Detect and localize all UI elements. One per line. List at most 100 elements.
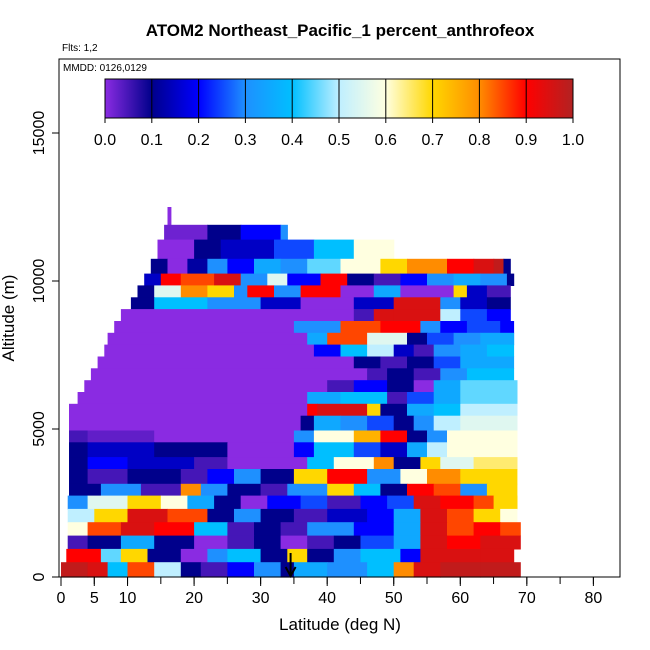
heat-cell <box>440 297 461 310</box>
heat-cell <box>460 380 518 393</box>
y-tick-label: 10000 <box>31 259 48 304</box>
heat-cell <box>353 380 388 393</box>
heat-cell <box>460 392 518 405</box>
heat-cell <box>300 297 355 310</box>
heat-cell <box>367 368 388 381</box>
heat-cell <box>440 562 481 578</box>
heat-cell <box>500 321 515 334</box>
heat-cell <box>433 344 461 357</box>
heat-cell <box>340 344 368 357</box>
heat-cell <box>367 344 395 357</box>
heat-cell <box>427 273 455 286</box>
heat-cell <box>353 522 395 537</box>
heat-cell <box>227 548 262 563</box>
heat-cell <box>440 321 468 334</box>
heat-cell <box>373 309 395 322</box>
heat-cell <box>327 332 368 346</box>
heat-cell <box>367 508 395 523</box>
heat-cell <box>427 430 448 443</box>
heat-cell <box>307 332 328 346</box>
heat-cell <box>407 403 435 417</box>
heat-cell <box>260 469 295 485</box>
x-tick-label: 80 <box>584 590 602 607</box>
heat-cell <box>440 495 475 510</box>
heat-cell <box>413 562 441 578</box>
heat-cell <box>313 442 355 458</box>
heat-cell <box>387 392 408 405</box>
heat-cell <box>473 457 518 470</box>
heat-cell <box>254 562 282 578</box>
heat-cell <box>327 483 355 497</box>
heat-cell <box>227 562 255 578</box>
heat-cell <box>180 483 202 497</box>
heat-cell <box>400 469 428 485</box>
heat-cell <box>280 522 308 537</box>
heat-cell <box>393 535 421 550</box>
heat-cell <box>67 508 95 523</box>
heat-cell <box>300 415 315 432</box>
heat-cell <box>340 392 388 405</box>
arrow-head <box>284 566 297 579</box>
heat-cell <box>486 309 511 322</box>
heat-cell <box>227 483 262 497</box>
heat-cell <box>164 224 208 241</box>
heat-cell <box>486 344 515 357</box>
heat-cell <box>127 508 168 523</box>
heat-cell <box>407 483 435 497</box>
heat-cell <box>460 344 488 357</box>
heat-cell <box>353 483 381 497</box>
heat-cell <box>407 442 428 458</box>
heat-cell <box>353 297 395 310</box>
heat-cell <box>307 258 342 275</box>
heat-cell <box>127 457 195 470</box>
heat-cell <box>87 562 109 578</box>
heat-cell <box>154 522 195 537</box>
heat-cell <box>413 344 435 357</box>
heat-cell <box>486 469 518 485</box>
heat-cell <box>77 392 308 405</box>
colorbar-tick-label: 0.9 <box>515 132 537 149</box>
heat-cell <box>307 403 318 417</box>
heat-cell <box>127 562 155 578</box>
heat-cell <box>393 457 421 470</box>
heat-cell <box>313 430 355 443</box>
heat-cell <box>440 368 468 381</box>
heat-cell <box>407 258 448 275</box>
heat-cell <box>61 562 89 578</box>
heat-cell <box>74 548 102 563</box>
heat-cell <box>327 380 355 393</box>
heat-cell <box>413 415 435 432</box>
heat-cell <box>220 239 275 260</box>
heat-cell <box>503 258 511 275</box>
heat-cell <box>87 457 129 470</box>
heat-cell <box>180 273 215 286</box>
heat-cell <box>500 522 521 537</box>
heat-cell <box>466 285 488 298</box>
heat-cell <box>84 380 328 393</box>
heat-cell <box>413 380 435 393</box>
heat-cell <box>393 508 421 523</box>
heat-cell <box>460 469 488 485</box>
heat-cell <box>240 273 268 286</box>
heat-cell <box>167 207 172 226</box>
heat-cell <box>367 415 395 432</box>
heat-cell <box>433 415 461 432</box>
heat-cell <box>420 548 448 563</box>
heat-cell <box>427 469 461 485</box>
heat-cell <box>460 356 515 369</box>
heat-cell <box>460 415 518 432</box>
heat-cell <box>413 368 441 381</box>
heat-cell <box>480 332 515 346</box>
heat-cell <box>87 522 122 537</box>
x-tick-label: 30 <box>252 590 270 607</box>
heat-cell <box>207 508 235 523</box>
heat-cell <box>473 495 495 510</box>
heat-cell <box>267 273 288 286</box>
heat-cell <box>127 469 182 485</box>
heat-cell <box>254 258 282 275</box>
heat-cell <box>154 562 182 578</box>
heat-cell <box>393 297 441 310</box>
heat-cell <box>387 495 415 510</box>
heat-cell <box>200 483 228 497</box>
heat-cell <box>433 392 461 405</box>
